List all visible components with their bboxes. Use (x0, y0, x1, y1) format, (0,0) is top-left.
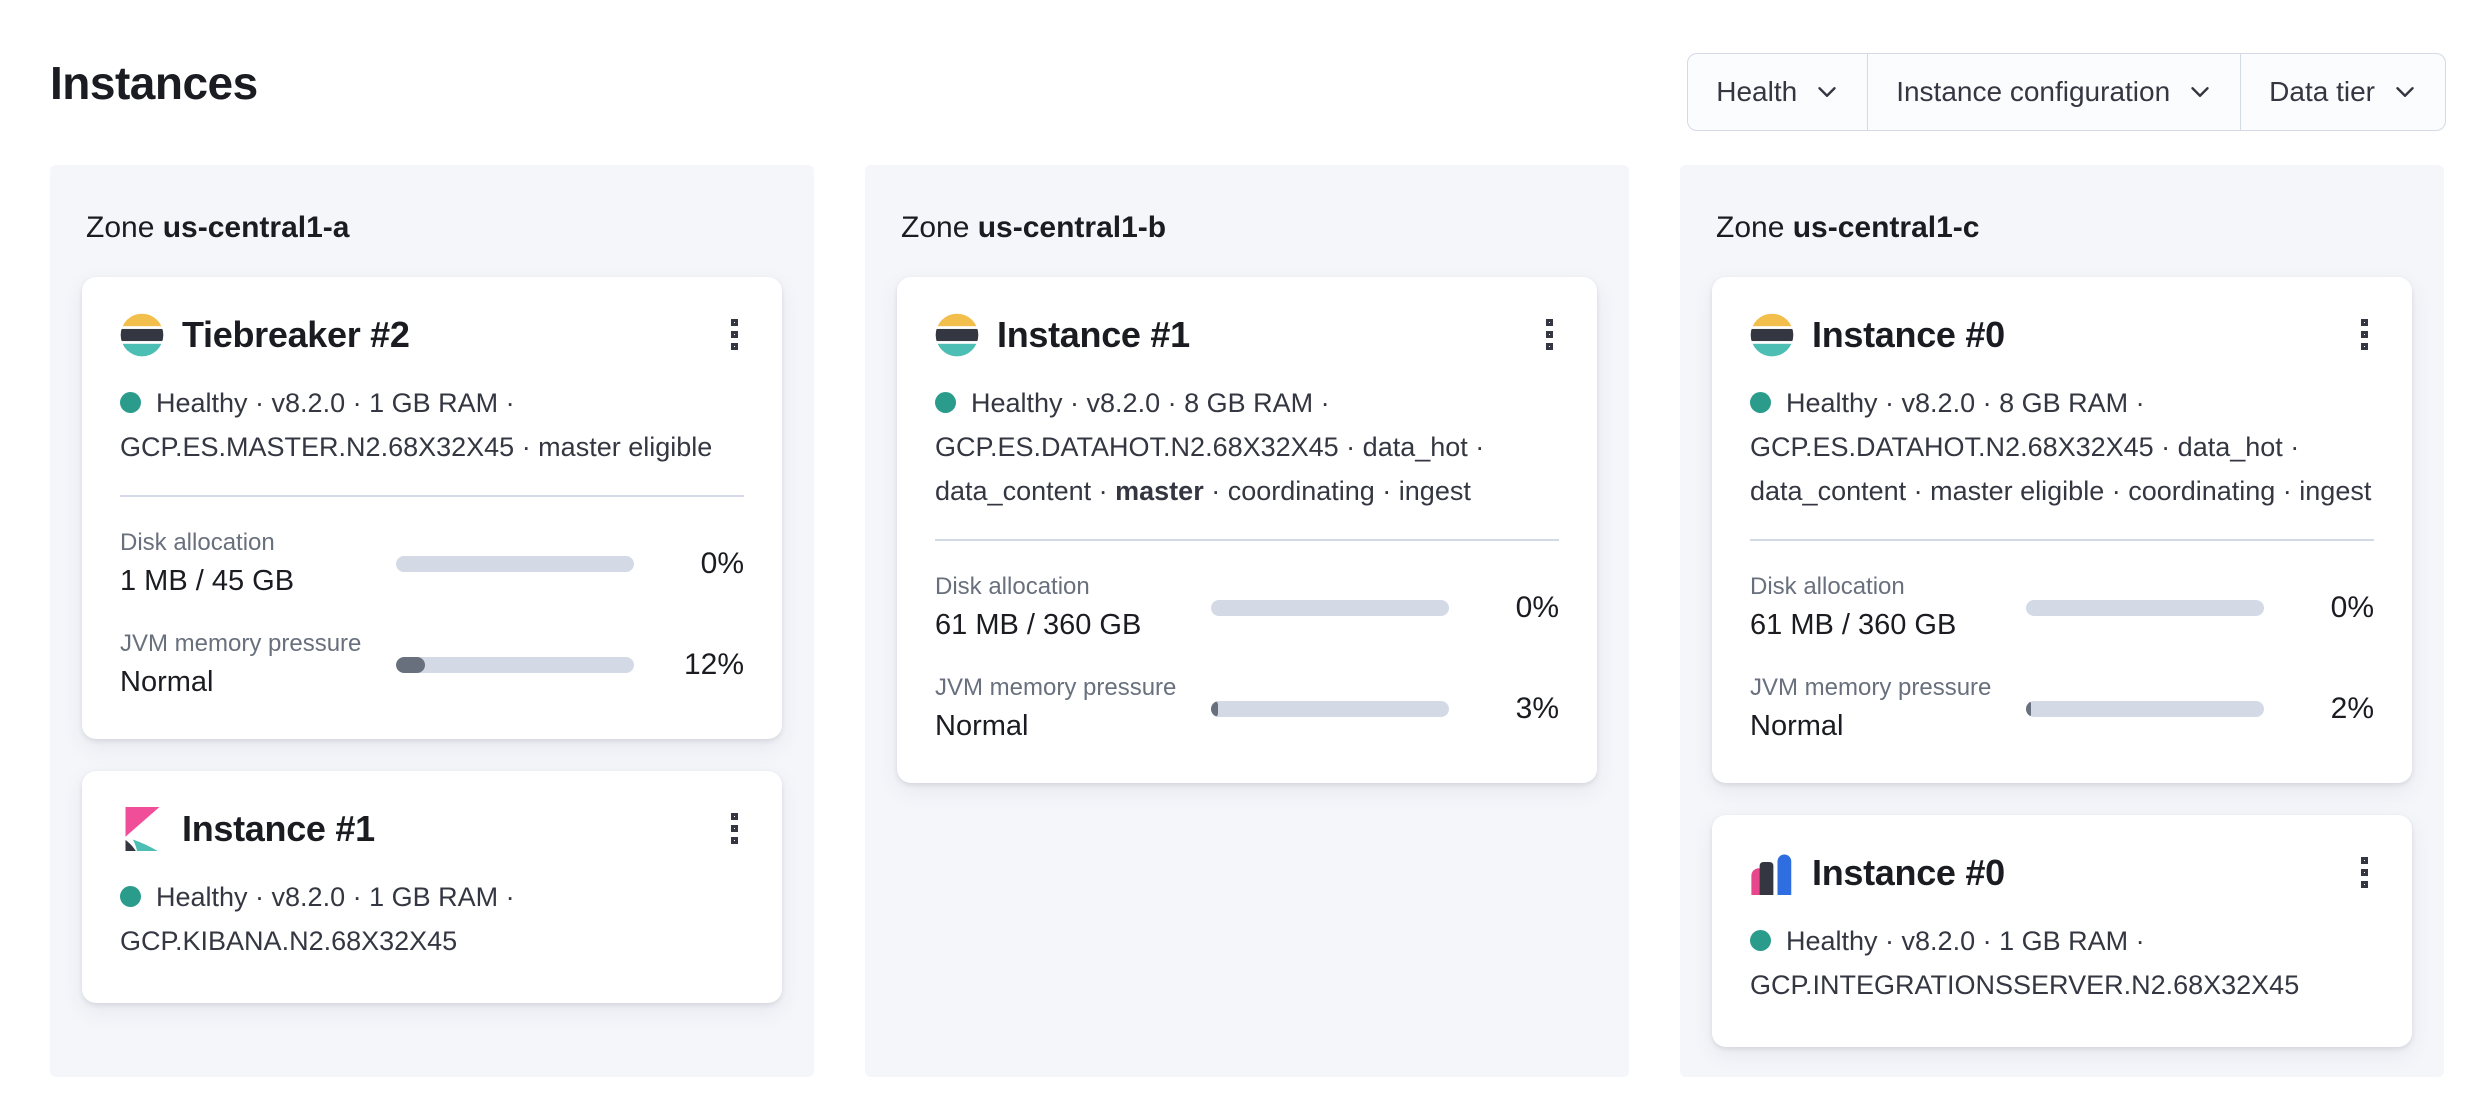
health-dot (1750, 392, 1771, 413)
jvm-memory-pressure-bar (396, 656, 634, 673)
metric-row-jvm-memory-pressure: JVM memory pressure Normal 3% (935, 674, 1559, 743)
metric-label: JVM memory pressure (935, 674, 1177, 701)
bar-fill (396, 656, 425, 673)
disk-allocation-bar (2026, 599, 2264, 616)
zone-panel-us-central1-c: Zone us-central1-c Instance #0 (1680, 165, 2444, 1077)
filter-health-label: Health (1716, 76, 1798, 107)
health-dot (120, 392, 141, 413)
metric-value: Normal (120, 666, 214, 698)
metric-percent: 2% (2330, 691, 2374, 725)
metric-label: Disk allocation (1750, 573, 1905, 600)
metric-value: 61 MB / 360 GB (935, 609, 1142, 641)
metric-percent: 0% (2330, 590, 2374, 624)
kebab-menu-button[interactable] (2355, 315, 2374, 354)
chevron-down-icon (2191, 87, 2209, 97)
page-header: Instances Health Instance configuration … (0, 0, 2490, 131)
metric-label: Disk allocation (935, 573, 1090, 600)
zone-header: Zone us-central1-a (86, 211, 778, 245)
page-title: Instances (50, 57, 258, 109)
zone-header: Zone us-central1-b (901, 211, 1593, 245)
divider (120, 495, 744, 497)
metric-percent: 0% (1515, 590, 1559, 624)
instance-title: Instance #1 (182, 808, 375, 849)
instance-meta: Healthy · v8.2.0 · 1 GB RAM · GCP.ES.MAS… (120, 388, 713, 462)
metric-percent: 3% (1515, 691, 1559, 725)
metric-row-jvm-memory-pressure: JVM memory pressure Normal 12% (120, 630, 744, 699)
filter-health-button[interactable]: Health (1688, 54, 1869, 130)
health-dot (935, 392, 956, 413)
boxes-vertical-icon (2361, 319, 2368, 326)
zone-name: us-central1-c (1792, 211, 1980, 244)
elasticsearch-logo (935, 313, 979, 357)
elasticsearch-logo (120, 313, 164, 357)
metric-value: 1 MB / 45 GB (120, 565, 295, 597)
zones-container: Zone us-central1-a Tiebreaker #2 (0, 165, 2490, 1077)
kebab-menu-button[interactable] (725, 315, 744, 354)
metric-percent: 12% (683, 647, 744, 681)
zone-name: us-central1-a (162, 211, 350, 244)
filter-data-tier-button[interactable]: Data tier (2241, 54, 2445, 130)
metric-row-disk-allocation: Disk allocation 1 MB / 45 GB 0% (120, 529, 744, 598)
boxes-vertical-icon (2361, 857, 2368, 864)
zone-header: Zone us-central1-c (1716, 211, 2408, 245)
filter-data-tier-label: Data tier (2269, 76, 2375, 107)
metric-value: Normal (935, 710, 1029, 742)
boxes-vertical-icon (1546, 319, 1553, 326)
metric-value: Normal (1750, 710, 1844, 742)
jvm-memory-pressure-bar (2026, 700, 2264, 717)
instance-card: Instance #1 Healthy · v8.2.0 · 1 GB RAM … (82, 771, 782, 1003)
instance-title: Instance #0 (1812, 852, 2005, 893)
zone-label: Zone (1716, 211, 1785, 244)
boxes-vertical-icon (731, 319, 738, 326)
instance-card: Instance #0 Healthy · v8.2.0 · 1 GB RAM … (1712, 815, 2412, 1047)
kibana-logo (125, 807, 160, 851)
metric-percent: 0% (700, 546, 744, 580)
chevron-down-icon (2396, 87, 2414, 97)
metric-row-disk-allocation: Disk allocation 61 MB / 360 GB 0% (935, 573, 1559, 642)
zone-panel-us-central1-b: Zone us-central1-b Instance #1 (865, 165, 1629, 1077)
instance-title: Instance #0 (1812, 314, 2005, 355)
metric-label: Disk allocation (120, 529, 275, 556)
instance-meta: Healthy · v8.2.0 · 1 GB RAM · GCP.INTEGR… (1750, 926, 2300, 1000)
elasticsearch-logo (1750, 313, 1794, 357)
disk-allocation-bar (1211, 599, 1449, 616)
instance-title: Instance #1 (997, 314, 1190, 355)
instance-title: Tiebreaker #2 (182, 314, 410, 355)
instance-card: Instance #1 Healthy · v8.2.0 · 8 GB RAM … (897, 277, 1597, 783)
metric-value: 61 MB / 360 GB (1750, 609, 1957, 641)
kebab-menu-button[interactable] (1540, 315, 1559, 354)
instance-card: Instance #0 Healthy · v8.2.0 · 8 GB RAM … (1712, 277, 2412, 783)
instance-meta: Healthy · v8.2.0 · 8 GB RAM · GCP.ES.DAT… (935, 388, 1485, 506)
metric-row-jvm-memory-pressure: JVM memory pressure Normal 2% (1750, 674, 2374, 743)
metric-label: JVM memory pressure (120, 630, 362, 657)
zone-label: Zone (901, 211, 970, 244)
instance-card: Tiebreaker #2 Healthy · v8.2.0 · 1 GB RA… (82, 277, 782, 739)
metric-row-disk-allocation: Disk allocation 61 MB / 360 GB 0% (1750, 573, 2374, 642)
filter-group: Health Instance configuration Data tier (1687, 53, 2446, 131)
integrations-server-logo (1751, 854, 1792, 895)
divider (935, 539, 1559, 541)
chevron-down-icon (1818, 87, 1836, 97)
health-dot (1750, 930, 1771, 951)
instance-meta: Healthy · v8.2.0 · 1 GB RAM · GCP.KIBANA… (120, 882, 515, 956)
jvm-memory-pressure-bar (1211, 700, 1449, 717)
zone-label: Zone (86, 211, 155, 244)
divider (1750, 539, 2374, 541)
zone-name: us-central1-b (977, 211, 1167, 244)
boxes-vertical-icon (731, 813, 738, 820)
health-dot (120, 886, 141, 907)
metric-label: JVM memory pressure (1750, 674, 1992, 701)
zone-panel-us-central1-a: Zone us-central1-a Tiebreaker #2 (50, 165, 814, 1077)
disk-allocation-bar (396, 555, 634, 572)
filter-instance-configuration-label: Instance configuration (1896, 76, 2171, 107)
kebab-menu-button[interactable] (2355, 853, 2374, 892)
instance-meta: Healthy · v8.2.0 · 8 GB RAM · GCP.ES.DAT… (1750, 388, 2372, 506)
bar-fill (2026, 700, 2031, 717)
bar-fill (1211, 700, 1219, 717)
filter-instance-configuration-button[interactable]: Instance configuration (1868, 54, 2242, 130)
kebab-menu-button[interactable] (725, 809, 744, 848)
